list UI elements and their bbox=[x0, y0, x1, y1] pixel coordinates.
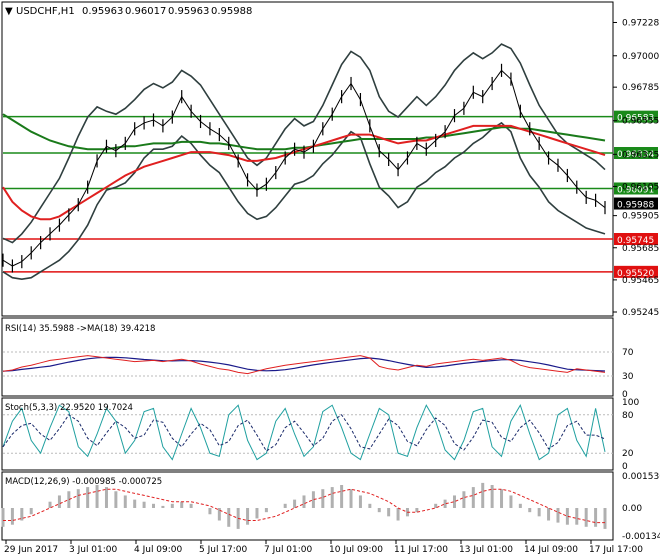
stoch-main-line bbox=[2, 403, 606, 461]
level-tag-3 bbox=[614, 233, 658, 245]
time-axis-label: 11 Jul 17:00 bbox=[394, 545, 448, 555]
level-label-2: 0.96091 bbox=[617, 185, 654, 195]
price-tick-label: 0.95245 bbox=[622, 308, 659, 318]
price-series-group: 0.95988 bbox=[2, 43, 658, 281]
rsi-tick-label: 70 bbox=[622, 348, 634, 358]
level-label-0: 0.96583 bbox=[617, 114, 654, 124]
stoch-tick-label: 0 bbox=[622, 462, 628, 472]
price-tick-label: 0.95905 bbox=[622, 212, 659, 222]
macd-label: MACD(12,26,9) -0.000985 -0.000725 bbox=[5, 477, 162, 487]
dropdown-triangle-icon[interactable]: ▼ bbox=[5, 6, 13, 17]
macd-signal-line bbox=[3, 488, 605, 524]
level-label-1: 0.96334 bbox=[617, 150, 654, 160]
macd-indicator-group: 0.001536 0.00 -0.00134 bbox=[1, 472, 660, 542]
ohlc-high: 0.96017 bbox=[125, 6, 166, 17]
level-tag-1 bbox=[614, 147, 658, 160]
price-tick-label: 0.95685 bbox=[622, 244, 659, 254]
stoch-pane bbox=[1, 397, 614, 471]
ohlc-low: 0.95963 bbox=[168, 6, 209, 17]
time-axis-label: 10 Jul 09:00 bbox=[329, 545, 383, 555]
rsi-tick-label: 30 bbox=[622, 372, 634, 382]
level-tag-0 bbox=[614, 110, 658, 123]
rsi-tick-label: 0 bbox=[622, 390, 628, 400]
price-tick-label: 0.96105 bbox=[622, 182, 659, 192]
time-axis-label: 7 Jul 01:00 bbox=[264, 545, 313, 555]
price-tick-label: 0.96325 bbox=[622, 150, 659, 160]
axes-group: 0.97228 0.97000 0.96785 0.96555 0.96325 0.961… bbox=[4, 18, 659, 555]
level-label-4: 0.95520 bbox=[617, 269, 654, 279]
level-label-3: 0.95745 bbox=[617, 236, 654, 246]
stoch-tick-label: 20 bbox=[622, 449, 634, 459]
level-tag-2 bbox=[614, 182, 658, 195]
price-tick-label: 0.95465 bbox=[622, 276, 659, 286]
price-line bbox=[2, 69, 606, 267]
stoch-label: Stoch(5,3,3) 22.9520 19.7024 bbox=[5, 403, 133, 413]
time-axis-label: 14 Jul 09:00 bbox=[524, 545, 578, 555]
price-tick-label: 0.96555 bbox=[622, 117, 659, 127]
time-axis-label: 3 Jul 01:00 bbox=[69, 545, 118, 555]
price-pane bbox=[1, 1, 614, 317]
stoch-tick-label: 100 bbox=[622, 398, 639, 408]
rsi-line bbox=[2, 355, 606, 375]
time-axis-label: 29 Jun 2017 bbox=[4, 545, 58, 555]
level-tag-4 bbox=[614, 265, 658, 278]
current-price-tag bbox=[614, 197, 658, 210]
support-resistance-levels: 0.96583 0.96334 0.96091 0.95745 0.95520 bbox=[3, 110, 658, 279]
stochastic-indicator-group: 100 80 20 0 bbox=[2, 398, 639, 472]
current-price-label: 0.95988 bbox=[617, 201, 654, 211]
time-axis-label: 13 Jul 01:00 bbox=[459, 545, 513, 555]
price-tick-label: 0.97000 bbox=[622, 52, 659, 62]
bollinger-upper-band bbox=[2, 43, 606, 244]
time-axis-label: 17 Jul 17:00 bbox=[589, 545, 643, 555]
rsi-indicator-group: 70 30 0 bbox=[2, 348, 634, 400]
time-axis-label: 4 Jul 09:00 bbox=[134, 545, 183, 555]
rsi-label: RSI(14) 35.5988 ->MA(18) 39.4218 bbox=[5, 324, 155, 334]
macd-tick-label: 0.001536 bbox=[622, 472, 660, 482]
price-tick-label: 0.96785 bbox=[622, 83, 659, 93]
price-tick-label: 0.97228 bbox=[622, 18, 659, 28]
stoch-tick-label: 80 bbox=[622, 411, 634, 421]
macd-tick-label: -0.00134 bbox=[622, 532, 660, 542]
ohlc-open: 0.95963 bbox=[82, 6, 123, 17]
stoch-signal-line bbox=[2, 414, 606, 452]
symbol-label: USDCHF,H1 bbox=[16, 6, 75, 17]
macd-tick-label: 0.00 bbox=[622, 504, 642, 514]
time-axis-label: 5 Jul 17:00 bbox=[199, 545, 248, 555]
ohlc-close: 0.95988 bbox=[211, 6, 252, 17]
